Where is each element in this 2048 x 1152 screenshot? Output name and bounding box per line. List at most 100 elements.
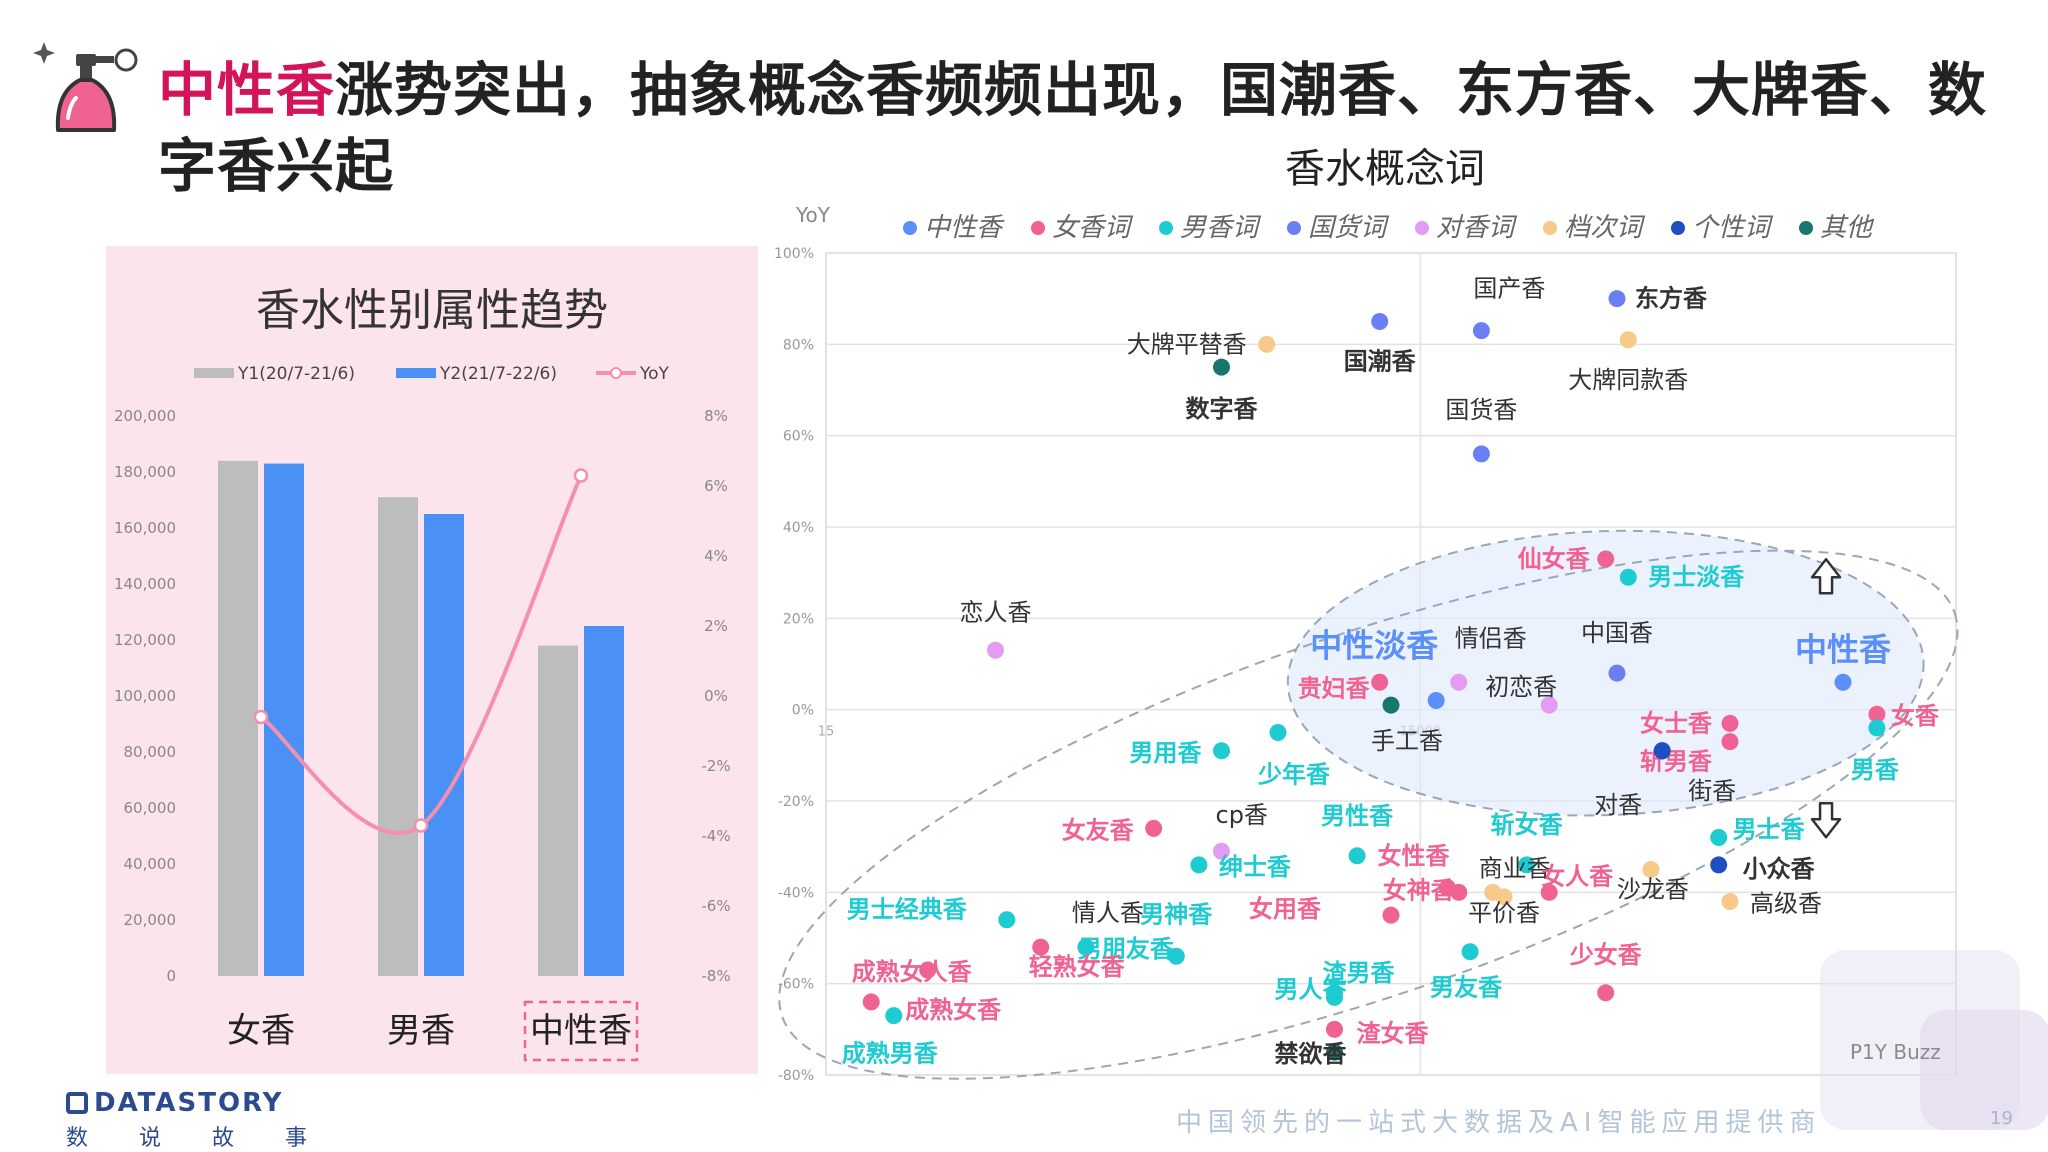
scatter-point bbox=[1461, 943, 1479, 961]
scatter-point bbox=[1326, 1043, 1343, 1061]
legend-dot bbox=[1671, 221, 1685, 235]
scatter-point bbox=[1077, 938, 1095, 956]
scatter-point bbox=[1269, 724, 1287, 741]
scatter-point-label: 国货香 bbox=[1445, 396, 1517, 424]
scatter-point-label: 女士香 bbox=[1640, 709, 1713, 737]
legend-dot bbox=[1799, 221, 1813, 235]
decor-shape bbox=[1920, 1010, 2048, 1130]
y-tick-label: -40% bbox=[778, 885, 814, 901]
perfume-bottle-icon bbox=[33, 42, 138, 132]
scatter-point bbox=[1472, 322, 1490, 340]
scatter-point-label: 女香 bbox=[1891, 702, 1940, 730]
scatter-title: 香水概念词 bbox=[1285, 146, 1485, 192]
scatter-point bbox=[1642, 861, 1660, 878]
scatter-point-label: 高级香 bbox=[1750, 889, 1822, 917]
scatter-point bbox=[987, 641, 1004, 659]
y-right-tick-label: 6% bbox=[704, 477, 728, 495]
scatter-point-label: 女性香 bbox=[1378, 842, 1451, 870]
y-tick-label: 60% bbox=[783, 429, 814, 445]
y-left-tick-label: 40,000 bbox=[124, 855, 177, 873]
y-left-tick-label: 120,000 bbox=[114, 631, 176, 649]
y-right-tick-label: -4% bbox=[701, 827, 730, 845]
legend-label: 对香词 bbox=[1436, 213, 1518, 243]
legend-label: 中性香 bbox=[924, 213, 1005, 243]
footer-tagline: 中国领先的一站式大数据及AI智能应用提供商 bbox=[1176, 1108, 1822, 1138]
legend-label: 国货词 bbox=[1308, 213, 1390, 243]
scatter-point-label: 成熟女香 bbox=[905, 996, 1002, 1024]
y-left-tick-label: 0 bbox=[166, 967, 176, 985]
scatter-point bbox=[1326, 988, 1343, 1006]
yoy-point bbox=[413, 818, 429, 833]
scatter-point bbox=[998, 911, 1016, 929]
scatter-point-label: 轻熟女香 bbox=[1029, 953, 1126, 981]
page-number: 19 bbox=[1990, 1108, 2013, 1129]
scatter-point-label: 男士淡香 bbox=[1648, 563, 1745, 591]
scatter-point-label: 男神香 bbox=[1140, 900, 1213, 928]
scatter-point bbox=[1710, 856, 1728, 874]
y-right-tick-label: 8% bbox=[704, 407, 728, 425]
scatter-point-label: 中性淡香 bbox=[1310, 627, 1438, 665]
scatter-point-label: 男用香 bbox=[1130, 739, 1203, 767]
scatter-point-label: 东方香 bbox=[1635, 285, 1708, 313]
scatter-point bbox=[1495, 888, 1513, 906]
legend-dot bbox=[903, 221, 917, 235]
y-right-tick-label: -6% bbox=[701, 897, 730, 915]
scatter-point-label: cp香 bbox=[1216, 801, 1268, 829]
scatter-point-label: 仙女香 bbox=[1518, 545, 1591, 573]
scatter-point bbox=[1597, 984, 1615, 1002]
title-highlight: 中性香 bbox=[158, 56, 336, 124]
scatter-point bbox=[1608, 290, 1626, 308]
y-tick-label: 100% bbox=[774, 246, 814, 262]
yoy-line bbox=[259, 474, 583, 836]
legend-label: 档次词 bbox=[1564, 213, 1646, 243]
legend-label: YoY bbox=[639, 364, 670, 384]
legend-label: Y2(21/7-22/6) bbox=[439, 364, 557, 384]
datastory-logo: DATASTORY 数 说 故 事 bbox=[66, 1088, 329, 1152]
scatter-point bbox=[1258, 335, 1276, 353]
scatter-point bbox=[1032, 938, 1050, 956]
y-right-tick-label: 0% bbox=[704, 687, 728, 705]
x-category-label: 中性香 bbox=[530, 1011, 632, 1051]
legend-swatch bbox=[396, 368, 436, 378]
scatter-point bbox=[1721, 733, 1739, 751]
bar bbox=[264, 463, 304, 977]
scatter-point bbox=[1540, 883, 1558, 901]
y-right-tick-label: -8% bbox=[701, 967, 730, 985]
scatter-point-label: 禁欲香 bbox=[1275, 1040, 1348, 1068]
legend-dot bbox=[1159, 221, 1173, 235]
concept-scatter-chart: 香水概念词 YoY 中性香 女香词 男香词 国货词 对香词 档次词 个性词 其他 100% 80% 60… bbox=[774, 146, 1959, 1084]
y-tick-label: 0% bbox=[792, 703, 814, 719]
scatter-point-label: 成熟男香 bbox=[842, 1040, 939, 1068]
y-tick-label: 40% bbox=[783, 520, 814, 536]
scatter-point-label: 男香 bbox=[1851, 756, 1900, 784]
legend-dot bbox=[1287, 221, 1301, 235]
scatter-point bbox=[1190, 856, 1208, 874]
scatter-point bbox=[1371, 673, 1389, 691]
main-cluster-ellipse bbox=[778, 549, 1959, 1080]
scatter-point bbox=[1382, 906, 1400, 924]
scatter-point-label: 成熟女人香 bbox=[852, 958, 973, 986]
bar bbox=[218, 460, 258, 976]
yoy-point bbox=[573, 468, 589, 483]
bar bbox=[424, 514, 464, 976]
arrow-up-icon bbox=[1810, 557, 1842, 595]
scatter-point bbox=[1145, 819, 1163, 837]
scatter-point-label: 渣女香 bbox=[1357, 1019, 1430, 1047]
scatter-point-label: 中性香 bbox=[1795, 630, 1891, 668]
scatter-point-label: 国产香 bbox=[1473, 275, 1545, 303]
scatter-point bbox=[1326, 1020, 1343, 1038]
legend-label: Y1(20/7-21/6) bbox=[237, 364, 355, 384]
scatter-point-label: 手工香 bbox=[1371, 727, 1443, 755]
scatter-point bbox=[1518, 856, 1536, 874]
x-category-label: 男香 bbox=[387, 1011, 455, 1051]
y-left-tick-label: 20,000 bbox=[124, 911, 177, 929]
scatter-point bbox=[1721, 714, 1739, 732]
bar bbox=[584, 626, 624, 976]
scatter-point bbox=[1213, 842, 1230, 860]
y-left-tick-label: 100,000 bbox=[114, 687, 176, 705]
scatter-point-label: 数字香 bbox=[1186, 395, 1259, 423]
legend-dot bbox=[1543, 221, 1557, 235]
scatter-point-label: 商业香 bbox=[1479, 854, 1551, 882]
scatter-point-label: 街香 bbox=[1688, 777, 1736, 805]
scatter-point-label: 女人香 bbox=[1541, 862, 1614, 890]
